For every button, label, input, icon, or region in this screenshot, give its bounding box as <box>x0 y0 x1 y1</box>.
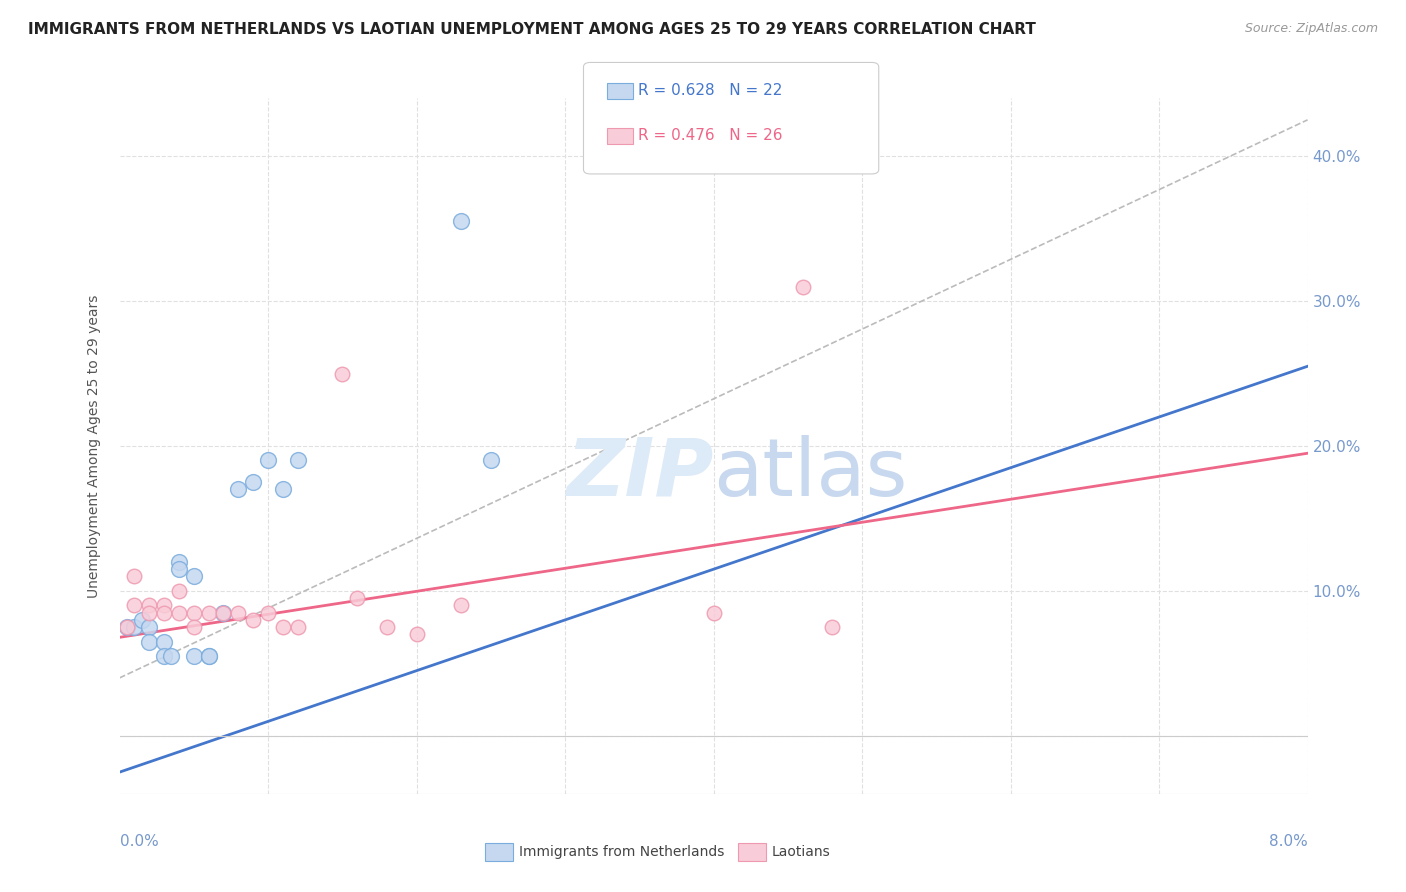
Point <box>212 606 235 620</box>
Point <box>821 620 844 634</box>
Point <box>271 620 294 634</box>
Text: R = 0.476   N = 26: R = 0.476 N = 26 <box>638 128 783 143</box>
Point <box>153 606 176 620</box>
Point <box>212 606 235 620</box>
Text: Immigrants from Netherlands: Immigrants from Netherlands <box>519 845 724 859</box>
Point <box>138 620 160 634</box>
Point <box>153 599 176 613</box>
Point <box>346 591 368 606</box>
Point <box>257 453 280 467</box>
Point <box>405 627 427 641</box>
Point <box>167 562 190 576</box>
Text: atlas: atlas <box>713 434 908 513</box>
Point <box>167 606 190 620</box>
Point <box>375 620 398 634</box>
Point <box>197 649 219 664</box>
Point <box>160 649 183 664</box>
Point <box>167 555 190 569</box>
Point <box>228 483 250 497</box>
Text: ZIP: ZIP <box>567 434 713 513</box>
Point <box>183 620 205 634</box>
Point <box>330 367 353 381</box>
Point <box>287 620 309 634</box>
Point <box>242 475 264 490</box>
Point <box>228 606 250 620</box>
Point <box>792 279 814 293</box>
Point <box>183 649 205 664</box>
Point <box>183 569 205 583</box>
Point <box>257 606 280 620</box>
Point <box>242 613 264 627</box>
Point <box>450 214 472 228</box>
Point <box>115 620 138 634</box>
Point <box>287 453 309 467</box>
Point <box>138 634 160 648</box>
Text: IMMIGRANTS FROM NETHERLANDS VS LAOTIAN UNEMPLOYMENT AMONG AGES 25 TO 29 YEARS CO: IMMIGRANTS FROM NETHERLANDS VS LAOTIAN U… <box>28 22 1036 37</box>
Text: 8.0%: 8.0% <box>1268 834 1308 849</box>
Point <box>115 620 138 634</box>
Point <box>124 620 146 634</box>
Point <box>197 606 219 620</box>
Point <box>702 606 725 620</box>
Point <box>124 599 146 613</box>
Text: Laotians: Laotians <box>772 845 831 859</box>
Point <box>479 453 502 467</box>
Point <box>153 634 176 648</box>
Text: Source: ZipAtlas.com: Source: ZipAtlas.com <box>1244 22 1378 36</box>
Point <box>153 649 176 664</box>
Y-axis label: Unemployment Among Ages 25 to 29 years: Unemployment Among Ages 25 to 29 years <box>87 294 101 598</box>
Point <box>450 599 472 613</box>
Point <box>124 569 146 583</box>
Text: 0.0%: 0.0% <box>120 834 159 849</box>
Point <box>138 599 160 613</box>
Point <box>271 483 294 497</box>
Text: R = 0.628   N = 22: R = 0.628 N = 22 <box>638 84 783 98</box>
Point <box>138 606 160 620</box>
Point <box>197 649 219 664</box>
Point <box>131 613 153 627</box>
Point <box>167 583 190 598</box>
Point <box>183 606 205 620</box>
